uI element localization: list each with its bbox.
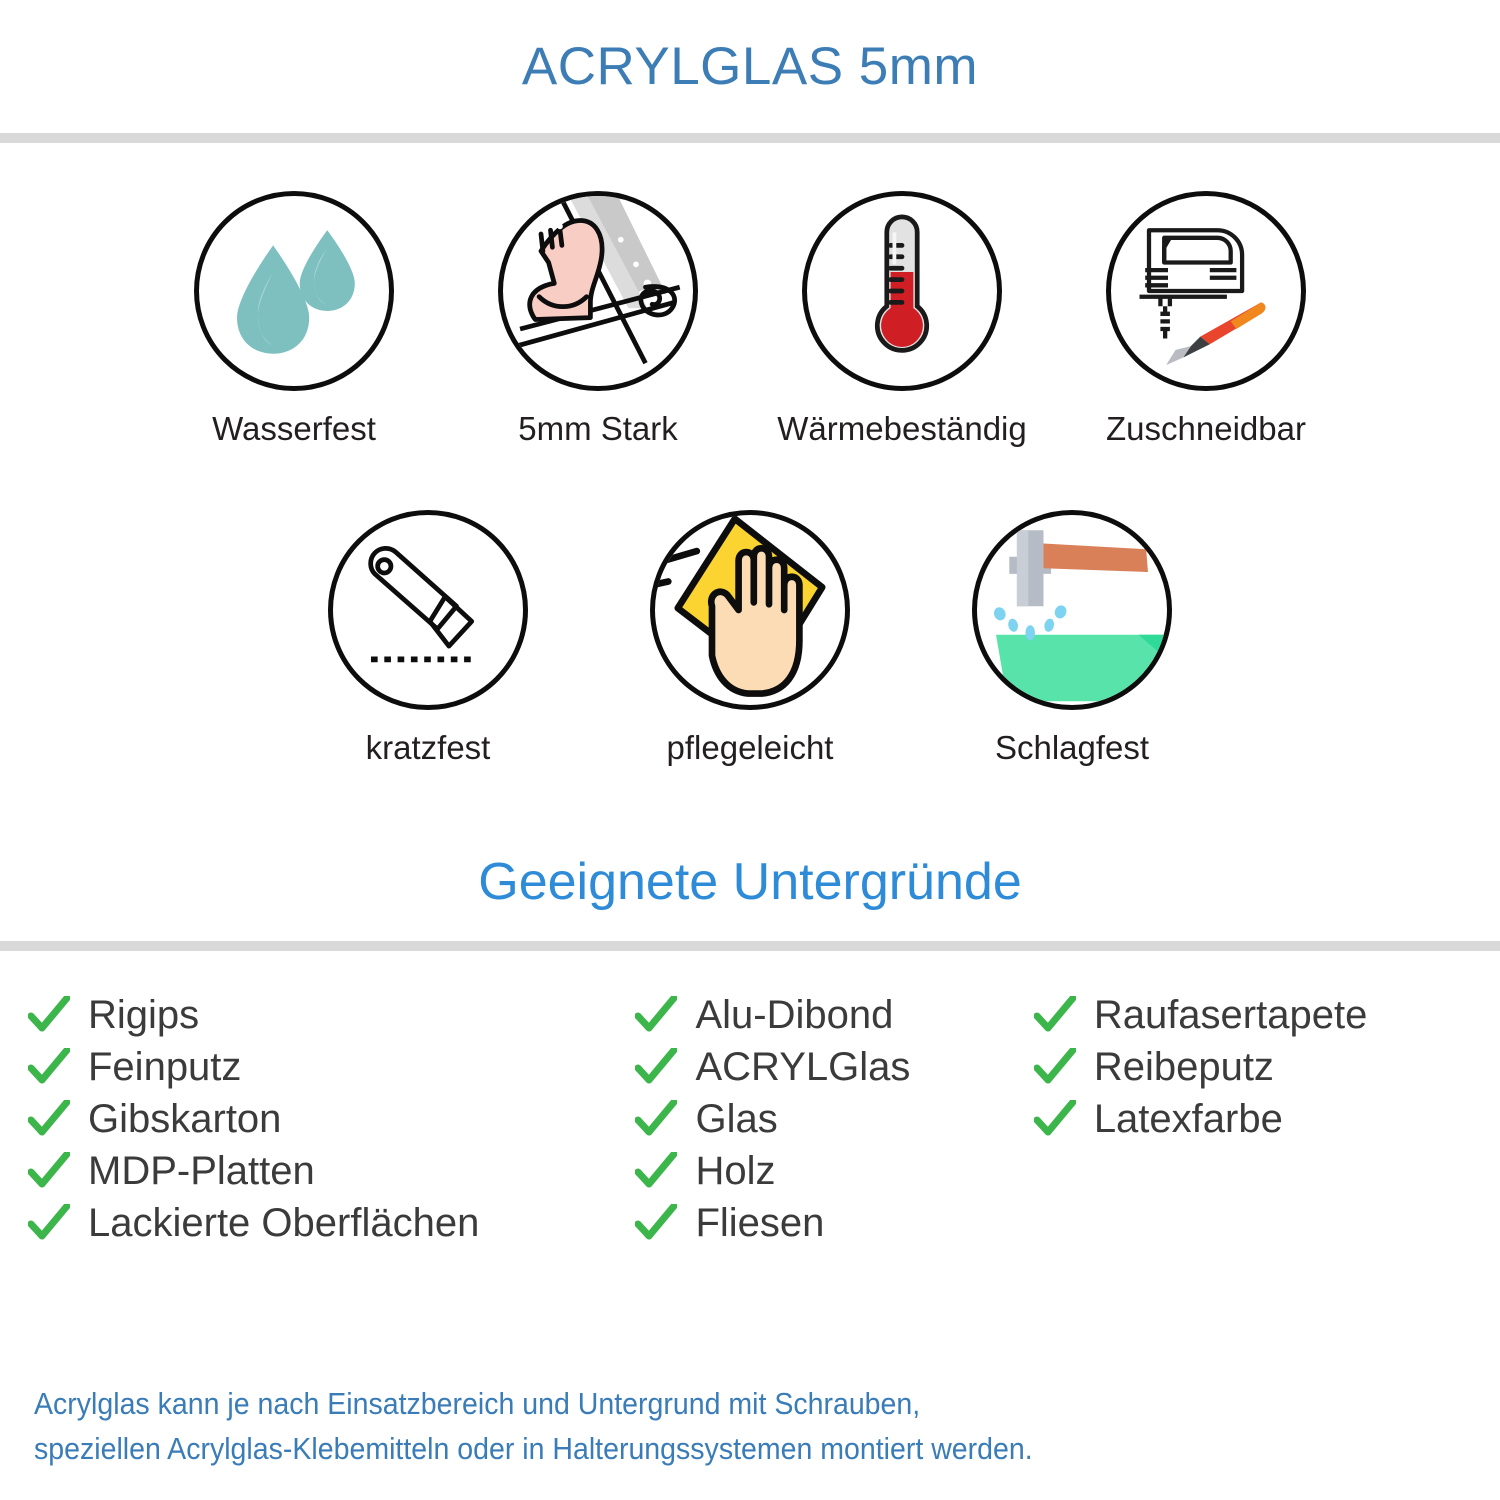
list-item[interactable]: Raufasertapete bbox=[1033, 989, 1472, 1041]
checklist-column-1: Rigips Feinputz Gibskarton MDP-Platten L… bbox=[28, 989, 635, 1249]
list-item[interactable]: Gibskarton bbox=[28, 1093, 635, 1145]
feature-zuschneidbar[interactable]: Zuschneidbar bbox=[1100, 191, 1312, 448]
check-icon bbox=[635, 1048, 678, 1084]
list-item[interactable]: MDP-Platten bbox=[28, 1145, 635, 1197]
check-icon bbox=[635, 1204, 678, 1240]
list-item-label: ACRYLGlas bbox=[695, 1044, 911, 1089]
substrate-checklist: Rigips Feinputz Gibskarton MDP-Platten L… bbox=[0, 951, 1500, 1249]
hand-cloth-icon bbox=[650, 510, 850, 710]
feature-label: Wasserfest bbox=[212, 410, 376, 447]
footer-line-2: speziellen Acrylglas-Klebemitteln oder i… bbox=[34, 1431, 1033, 1467]
list-item-label: Rigips bbox=[88, 992, 200, 1037]
section-band: Geeignete Untergründe bbox=[0, 823, 1500, 941]
checklist-column-2: Alu-Dibond ACRYLGlas Glas Holz Fliesen bbox=[635, 989, 1033, 1249]
feature-pflegeleicht[interactable]: pflegeleicht bbox=[644, 510, 856, 767]
water-drops-icon bbox=[194, 191, 394, 391]
check-icon bbox=[28, 1048, 70, 1084]
page-title: ACRYLGLAS 5mm bbox=[521, 37, 979, 96]
feature-5mm-stark[interactable]: 5mm Stark bbox=[492, 191, 704, 448]
check-icon bbox=[28, 1100, 70, 1136]
flexing-arm-panel-icon bbox=[498, 191, 698, 391]
cutter-scratch-icon bbox=[328, 510, 528, 710]
check-icon bbox=[28, 1204, 70, 1240]
check-icon bbox=[1033, 996, 1076, 1032]
list-item-label: Gibskarton bbox=[88, 1096, 282, 1141]
list-item[interactable]: Alu-Dibond bbox=[635, 989, 1033, 1041]
list-item-label: Holz bbox=[695, 1148, 776, 1193]
list-item[interactable]: Reibeputz bbox=[1033, 1041, 1472, 1093]
list-item[interactable]: Holz bbox=[635, 1145, 1033, 1197]
check-icon bbox=[635, 1100, 678, 1136]
list-item[interactable]: Latexfarbe bbox=[1033, 1093, 1472, 1145]
divider-top bbox=[0, 133, 1500, 143]
feature-wasserfest[interactable]: Wasserfest bbox=[188, 191, 400, 448]
thermometer-icon bbox=[802, 191, 1002, 391]
feature-kratzfest[interactable]: kratzfest bbox=[322, 510, 534, 767]
feature-label: pflegeleicht bbox=[666, 729, 834, 766]
check-icon bbox=[1033, 1048, 1076, 1084]
feature-waermebestaendig[interactable]: Wärmebeständig bbox=[777, 191, 1027, 448]
list-item-label: Latexfarbe bbox=[1093, 1096, 1283, 1141]
list-item[interactable]: Feinputz bbox=[28, 1041, 635, 1093]
checklist-column-3: Raufasertapete Reibeputz Latexfarbe bbox=[1033, 989, 1472, 1249]
title-band: ACRYLGLAS 5mm bbox=[0, 0, 1500, 133]
jigsaw-knife-icon bbox=[1106, 191, 1306, 391]
list-item-label: Glas bbox=[695, 1096, 778, 1141]
list-item[interactable]: Glas bbox=[635, 1093, 1033, 1145]
check-icon bbox=[28, 1152, 70, 1188]
check-icon bbox=[28, 996, 70, 1032]
features-section: Wasserfest bbox=[0, 143, 1500, 767]
check-icon bbox=[635, 1152, 678, 1188]
list-item-label: Raufasertapete bbox=[1093, 992, 1368, 1037]
list-item[interactable]: Lackierte Oberflächen bbox=[28, 1197, 635, 1249]
divider-bottom bbox=[0, 941, 1500, 951]
section-title: Geeignete Untergründe bbox=[478, 853, 1022, 911]
check-icon bbox=[1033, 1100, 1076, 1136]
list-item-label: Feinputz bbox=[88, 1044, 242, 1089]
feature-label: Zuschneidbar bbox=[1106, 410, 1306, 447]
feature-schlagfest[interactable]: Schlagfest bbox=[966, 510, 1178, 767]
list-item-label: Lackierte Oberflächen bbox=[88, 1200, 480, 1245]
footer-line-1: Acrylglas kann je nach Einsatzbereich un… bbox=[34, 1386, 921, 1422]
hammer-impact-icon bbox=[972, 510, 1172, 710]
list-item-label: Alu-Dibond bbox=[695, 992, 894, 1037]
check-icon bbox=[635, 996, 678, 1032]
list-item[interactable]: Rigips bbox=[28, 989, 635, 1041]
list-item-label: Fliesen bbox=[695, 1200, 825, 1245]
feature-row-1: Wasserfest bbox=[0, 191, 1500, 448]
list-item[interactable]: ACRYLGlas bbox=[635, 1041, 1033, 1093]
list-item-label: MDP-Platten bbox=[88, 1148, 315, 1193]
footer-note: Acrylglas kann je nach Einsatzbereich un… bbox=[34, 1382, 1361, 1472]
feature-row-2: kratzfest pflegeleicht bbox=[0, 510, 1500, 767]
list-item[interactable]: Fliesen bbox=[635, 1197, 1033, 1249]
feature-label: Wärmebeständig bbox=[777, 410, 1027, 447]
feature-label: Schlagfest bbox=[994, 729, 1150, 766]
feature-label: 5mm Stark bbox=[518, 410, 678, 447]
list-item-label: Reibeputz bbox=[1093, 1044, 1274, 1089]
feature-label: kratzfest bbox=[365, 729, 491, 766]
